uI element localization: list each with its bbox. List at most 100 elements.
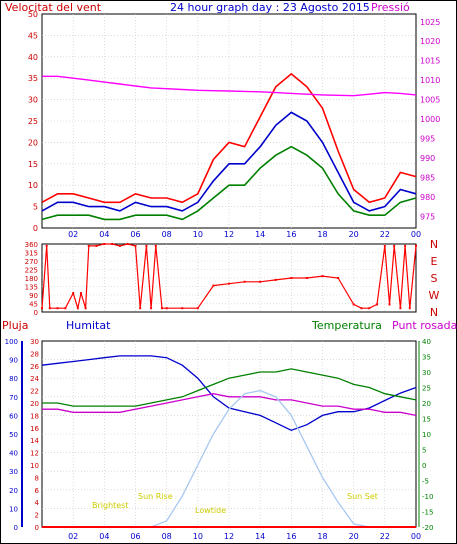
direction-point [243, 280, 246, 283]
humidity-y-tick: 20 [9, 487, 18, 495]
direction-point [154, 244, 157, 247]
rain-y-tick: 0 [35, 524, 39, 532]
compass-tick: W [429, 289, 440, 302]
rain-humidity-temperature-panel: 0102030405060708090100024681012141618202… [5, 338, 434, 541]
direction-point [79, 292, 82, 295]
graph-title: 24 hour graph day : 23 Agosto 2015 [170, 1, 370, 14]
annotation-sunrise: Sun Rise [138, 492, 173, 501]
rain-y-tick: 10 [30, 462, 39, 470]
direction-point [95, 244, 98, 247]
direction-point [118, 244, 121, 247]
direction-point [393, 244, 396, 247]
wind-speed-y-tick: 20 [28, 138, 38, 147]
temperature-label: Temperatura [311, 319, 382, 332]
wind-speed-y-tick: 15 [28, 160, 38, 169]
annotation-lowtide: Lowtide [195, 506, 226, 515]
direction-point [212, 284, 215, 287]
rain-y-tick: 12 [30, 450, 39, 458]
compass-tick: E [431, 255, 438, 268]
direction-point [150, 307, 153, 310]
direction-point [321, 275, 324, 278]
wind-direction-y-tick: 45 [29, 301, 38, 309]
rain-y-tick: 24 [30, 375, 39, 383]
temperature-y-tick: 5 [422, 447, 426, 455]
climate-x-tick: 10 [193, 532, 203, 541]
climate-x-tick: 12 [224, 532, 234, 541]
direction-point [404, 244, 407, 247]
direction-point [415, 244, 417, 247]
direction-point [160, 307, 163, 310]
humidity-label: Humitat [66, 319, 111, 332]
direction-point [376, 303, 379, 306]
direction-point [56, 307, 59, 310]
temperature-y-tick: -15 [422, 509, 433, 517]
wind-speed-y-tick: 45 [28, 31, 38, 40]
direction-point [41, 307, 43, 310]
rain-y-tick: 2 [35, 512, 39, 520]
humidity-y-tick: 30 [9, 468, 18, 476]
climate-x-tick: 18 [317, 532, 327, 541]
rain-y-tick: 18 [30, 412, 39, 420]
direction-point [84, 307, 87, 310]
temperature-y-tick: 35 [422, 354, 431, 362]
direction-point [64, 307, 67, 310]
wind-speed-panel: 0510152025303540455097598098599099510001… [28, 10, 441, 239]
wind-speed-y-tick: 40 [28, 53, 38, 62]
annotation-brightest: Brightest [92, 501, 129, 510]
pressure-y-tick: 1000 [420, 115, 440, 124]
wind-speed-x-tick: 16 [286, 230, 296, 239]
direction-point [259, 280, 262, 283]
temperature-y-tick: 20 [422, 400, 431, 408]
pressure-y-tick: 975 [420, 212, 435, 221]
wind-direction-y-tick: 135 [25, 284, 38, 292]
humidity-y-tick: 90 [9, 357, 18, 365]
series-pressure [42, 75, 417, 97]
climate-x-tick: 06 [130, 532, 140, 541]
direction-point [352, 303, 355, 306]
rain-y-tick: 26 [30, 363, 39, 371]
series-speed [41, 111, 417, 212]
humidity-y-tick: 10 [9, 505, 18, 513]
direction-point [274, 278, 277, 281]
temperature-y-tick: -5 [422, 478, 429, 486]
direction-point [399, 307, 402, 310]
direction-point [383, 244, 386, 247]
series-dewpoint [42, 393, 417, 417]
temperature-y-tick: 30 [422, 369, 431, 377]
series-direction [41, 243, 417, 309]
direction-point [196, 307, 199, 310]
wind-direction-y-tick: 180 [25, 275, 38, 283]
temperature-y-tick: 25 [422, 385, 431, 393]
wind-speed-x-tick: 12 [224, 230, 234, 239]
pressure-y-tick: 985 [420, 173, 435, 182]
pressure-y-tick: 1010 [420, 76, 440, 85]
series-humidity [41, 355, 417, 432]
direction-point [87, 244, 90, 247]
climate-x-tick: 14 [255, 532, 265, 541]
rain-y-tick: 28 [30, 350, 39, 358]
wind-direction-y-tick: 360 [25, 241, 38, 249]
annotation-sunset: Sun Set [347, 492, 378, 501]
rain-y-tick: 8 [35, 474, 39, 482]
compass-tick: S [431, 272, 438, 285]
temperature-y-tick: 15 [422, 416, 431, 424]
wind-speed-x-tick: 06 [130, 230, 140, 239]
compass-tick: N [430, 306, 438, 319]
wind-speed-y-tick: 10 [28, 181, 38, 190]
direction-point [72, 292, 75, 295]
wind-speed-x-tick: 14 [255, 230, 265, 239]
direction-point [45, 244, 48, 247]
climate-x-tick: 08 [162, 532, 172, 541]
direction-point [360, 307, 363, 310]
rain-y-tick: 6 [35, 487, 40, 495]
pressure-y-tick: 995 [420, 135, 435, 144]
pressure-y-tick: 990 [420, 154, 435, 163]
rain-y-tick: 20 [30, 400, 39, 408]
direction-point [139, 307, 142, 310]
wind-speed-y-tick: 35 [28, 74, 38, 83]
direction-point [228, 282, 230, 285]
pressure-y-tick: 1020 [420, 37, 440, 46]
direction-point [181, 307, 184, 310]
